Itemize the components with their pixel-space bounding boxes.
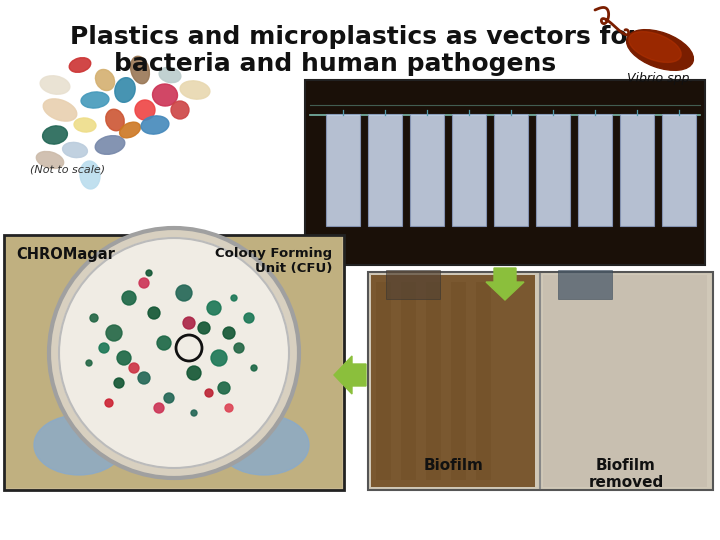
Circle shape xyxy=(86,360,92,366)
Ellipse shape xyxy=(96,70,114,91)
Ellipse shape xyxy=(40,76,70,94)
FancyBboxPatch shape xyxy=(386,270,440,299)
FancyBboxPatch shape xyxy=(451,282,466,480)
Ellipse shape xyxy=(43,99,77,121)
Ellipse shape xyxy=(120,122,140,138)
Ellipse shape xyxy=(171,101,189,119)
Ellipse shape xyxy=(219,415,309,475)
FancyBboxPatch shape xyxy=(494,114,528,226)
FancyArrow shape xyxy=(334,356,366,394)
Circle shape xyxy=(251,365,257,371)
Ellipse shape xyxy=(69,58,91,72)
Ellipse shape xyxy=(130,56,150,84)
Ellipse shape xyxy=(95,136,125,154)
FancyBboxPatch shape xyxy=(543,275,707,487)
FancyBboxPatch shape xyxy=(558,270,612,299)
Ellipse shape xyxy=(42,126,68,144)
Text: (Not to scale): (Not to scale) xyxy=(30,165,105,175)
FancyBboxPatch shape xyxy=(376,282,391,480)
Circle shape xyxy=(157,336,171,350)
FancyBboxPatch shape xyxy=(326,114,360,226)
Circle shape xyxy=(164,393,174,403)
FancyBboxPatch shape xyxy=(6,237,342,488)
Ellipse shape xyxy=(626,30,693,70)
Circle shape xyxy=(223,327,235,339)
Circle shape xyxy=(148,307,160,319)
Circle shape xyxy=(183,317,195,329)
FancyArrow shape xyxy=(486,268,524,300)
Circle shape xyxy=(117,351,131,365)
Ellipse shape xyxy=(80,161,100,189)
Ellipse shape xyxy=(34,415,124,475)
Circle shape xyxy=(198,322,210,334)
Ellipse shape xyxy=(153,84,178,106)
Text: bacteria and human pathogens: bacteria and human pathogens xyxy=(114,52,556,76)
Circle shape xyxy=(187,366,201,380)
Text: Plastics and microplastics as vectors for: Plastics and microplastics as vectors fo… xyxy=(70,25,640,49)
Circle shape xyxy=(105,399,113,407)
Circle shape xyxy=(122,291,136,305)
Circle shape xyxy=(231,295,237,301)
Ellipse shape xyxy=(180,81,210,99)
FancyBboxPatch shape xyxy=(426,282,441,480)
Circle shape xyxy=(154,403,164,413)
FancyBboxPatch shape xyxy=(401,282,416,480)
Text: Colony Forming
Unit (CFU): Colony Forming Unit (CFU) xyxy=(215,247,332,275)
FancyBboxPatch shape xyxy=(452,114,486,226)
Circle shape xyxy=(211,350,227,366)
Ellipse shape xyxy=(106,109,125,131)
Circle shape xyxy=(114,378,124,388)
Circle shape xyxy=(176,285,192,301)
Circle shape xyxy=(244,313,254,323)
Circle shape xyxy=(106,325,122,341)
Ellipse shape xyxy=(629,31,681,63)
Circle shape xyxy=(49,228,299,478)
Circle shape xyxy=(138,372,150,384)
Circle shape xyxy=(218,382,230,394)
Circle shape xyxy=(191,410,197,416)
Ellipse shape xyxy=(114,78,135,103)
FancyBboxPatch shape xyxy=(4,235,344,490)
FancyBboxPatch shape xyxy=(368,114,402,226)
Circle shape xyxy=(225,404,233,412)
FancyBboxPatch shape xyxy=(368,272,713,490)
Text: Biofilm: Biofilm xyxy=(424,458,484,473)
Ellipse shape xyxy=(81,92,109,108)
FancyBboxPatch shape xyxy=(662,114,696,226)
Text: Biofilm
removed: Biofilm removed xyxy=(588,458,664,490)
Ellipse shape xyxy=(159,68,181,83)
Circle shape xyxy=(129,363,139,373)
Circle shape xyxy=(207,301,221,315)
Circle shape xyxy=(146,270,152,276)
Text: CHROMagar: CHROMagar xyxy=(16,247,115,262)
Ellipse shape xyxy=(135,100,155,120)
FancyBboxPatch shape xyxy=(578,114,612,226)
Circle shape xyxy=(59,238,289,468)
Ellipse shape xyxy=(63,143,87,158)
Circle shape xyxy=(234,343,244,353)
Circle shape xyxy=(205,389,213,397)
FancyBboxPatch shape xyxy=(410,114,444,226)
FancyBboxPatch shape xyxy=(305,80,705,265)
FancyBboxPatch shape xyxy=(620,114,654,226)
FancyBboxPatch shape xyxy=(476,282,491,480)
Circle shape xyxy=(139,278,149,288)
Ellipse shape xyxy=(141,116,169,134)
FancyBboxPatch shape xyxy=(536,114,570,226)
FancyBboxPatch shape xyxy=(371,275,535,487)
Ellipse shape xyxy=(36,151,63,168)
Circle shape xyxy=(90,314,98,322)
Circle shape xyxy=(99,343,109,353)
Ellipse shape xyxy=(74,118,96,132)
Text: Vibrio spp.: Vibrio spp. xyxy=(627,72,693,85)
